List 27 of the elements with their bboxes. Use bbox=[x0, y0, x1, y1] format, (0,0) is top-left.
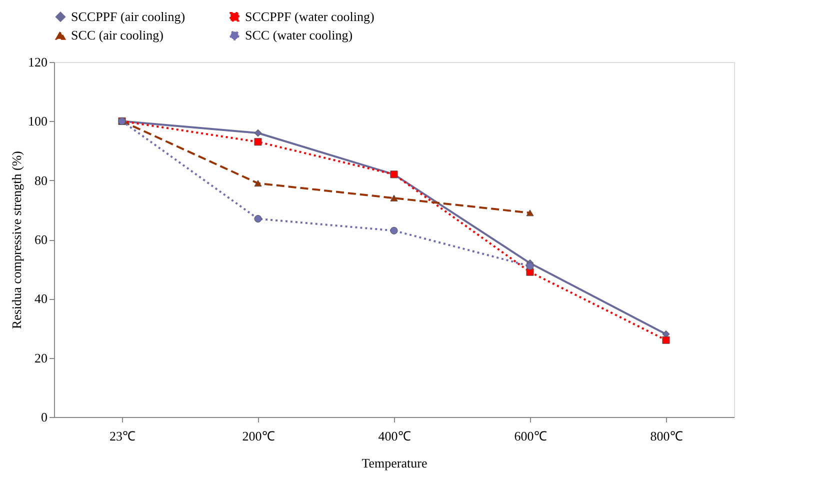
point bbox=[390, 226, 398, 234]
legend-label: SCC (water cooling) bbox=[245, 28, 353, 42]
x-tick-label: 800℃ bbox=[650, 428, 683, 444]
point bbox=[390, 194, 398, 202]
y-axis-title: Residua compressive strength (%) bbox=[9, 151, 24, 329]
x-tick-label: 200℃ bbox=[242, 428, 275, 444]
y-tick-label: 120 bbox=[28, 54, 48, 70]
legend-label: SCCPPF (air cooling) bbox=[71, 8, 186, 24]
y-tick-label: 60 bbox=[34, 232, 48, 247]
point bbox=[254, 180, 262, 187]
x-axis-title: Temperature bbox=[362, 456, 428, 470]
y-tick-label: 20 bbox=[34, 350, 48, 366]
point bbox=[662, 336, 670, 344]
point bbox=[254, 138, 262, 146]
y-tick-label: 40 bbox=[34, 291, 48, 306]
x-tick-label: 400℃ bbox=[378, 428, 411, 444]
legend-label: SCC (air cooling) bbox=[71, 28, 164, 42]
x-tick-label: 23℃ bbox=[110, 428, 136, 444]
legend-label: SCCPPF (water cooling) bbox=[245, 8, 374, 24]
point bbox=[254, 215, 262, 223]
point bbox=[526, 262, 534, 270]
y-tick-label: 0 bbox=[41, 410, 48, 424]
y-tick-label: 100 bbox=[28, 114, 48, 129]
point bbox=[526, 210, 534, 216]
y-tick-label: 80 bbox=[34, 172, 48, 188]
point bbox=[254, 129, 262, 137]
x-tick-label: 600℃ bbox=[514, 428, 547, 444]
